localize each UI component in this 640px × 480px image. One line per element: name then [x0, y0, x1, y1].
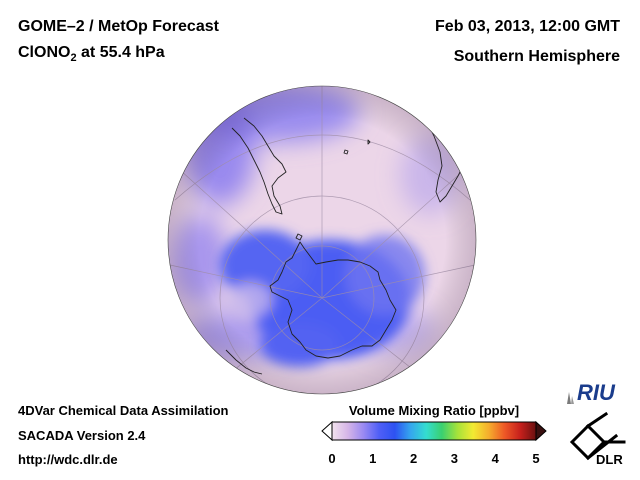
colorbar-ticks: 0 1 2 3 4 5: [322, 451, 548, 467]
species-subscript: 2: [70, 52, 77, 65]
colorbar-tick-3: 3: [450, 451, 459, 466]
colorbar: [321, 420, 547, 442]
dlr-logo-mark: [569, 412, 626, 461]
website-link[interactable]: http://wdc.dlr.de: [18, 452, 118, 467]
globe-shading: [168, 86, 476, 394]
colorbar-min-arrow: [321, 420, 333, 442]
colorbar-tick-0: 0: [328, 451, 336, 466]
colorbar-gradient: [331, 421, 537, 441]
riu-logo-text: RIU: [577, 380, 616, 405]
colorbar-title: Volume Mixing Ratio [ppbv]: [348, 403, 520, 418]
assimilation-label: 4DVar Chemical Data Assimilation: [18, 403, 229, 418]
colorbar-tick-4: 4: [491, 451, 499, 466]
species-prefix: ClONO: [18, 44, 71, 61]
species-suffix: at 55.4 hPa: [76, 44, 165, 61]
riu-logo-spike: [567, 392, 571, 404]
colorbar-tick-5: 5: [532, 451, 540, 466]
dlr-logo: DLR: [569, 412, 626, 467]
species-label: ClONO2 at 55.4 hPa: [18, 44, 165, 64]
colorbar-tick-1: 1: [369, 451, 377, 466]
riu-logo: RIU: [567, 380, 616, 405]
product-title: GOME–2 / MetOp Forecast: [18, 18, 219, 35]
globe-outline: [167, 85, 477, 395]
region-label: Southern Hemisphere: [453, 48, 620, 65]
date-time: Feb 03, 2013, 12:00 GMT: [435, 18, 620, 35]
version-label: SACADA Version 2.4: [18, 428, 146, 443]
colorbar-max-arrow: [535, 420, 547, 442]
colorbar-tick-2: 2: [409, 451, 418, 466]
dlr-logo-text: DLR: [596, 452, 623, 467]
hemisphere-map: [167, 85, 477, 395]
riu-logo-spike-small: [571, 396, 574, 404]
